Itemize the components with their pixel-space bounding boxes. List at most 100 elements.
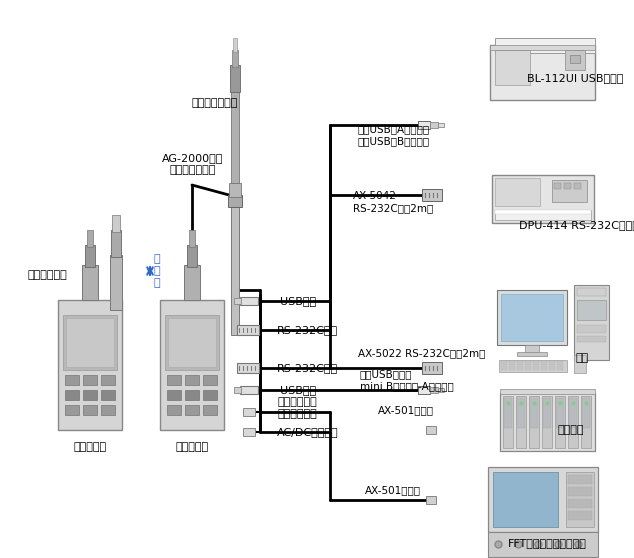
Bar xyxy=(549,366,555,370)
Bar xyxy=(111,230,121,257)
Text: 市售USB连接线
mini B（插头）-A（插头）: 市售USB连接线 mini B（插头）-A（插头） xyxy=(360,369,454,391)
Bar xyxy=(240,386,258,394)
Bar xyxy=(495,50,530,85)
Text: BL-112UI USB打印机: BL-112UI USB打印机 xyxy=(527,73,623,83)
Bar xyxy=(422,362,442,374)
Bar xyxy=(577,288,606,296)
Text: AX-5042
RS-232C线（2m）: AX-5042 RS-232C线（2m） xyxy=(353,191,433,213)
Bar xyxy=(167,405,181,415)
Bar xyxy=(187,245,197,267)
Bar xyxy=(517,352,547,356)
Text: AC/DC输出端子: AC/DC输出端子 xyxy=(277,427,339,437)
Bar xyxy=(203,390,217,400)
Bar xyxy=(574,183,581,189)
Text: AG-2000系列
麦克风用延长线: AG-2000系列 麦克风用延长线 xyxy=(162,153,224,175)
Bar xyxy=(232,50,238,67)
Bar xyxy=(101,375,115,385)
Bar xyxy=(233,38,237,52)
Bar xyxy=(492,175,594,223)
Bar xyxy=(167,390,181,400)
Bar xyxy=(525,366,531,370)
Bar xyxy=(501,361,507,365)
Bar xyxy=(495,178,540,206)
Bar xyxy=(110,255,122,310)
Bar xyxy=(189,230,195,247)
Bar xyxy=(570,55,580,63)
Text: USB接口: USB接口 xyxy=(280,296,316,306)
Bar xyxy=(63,315,117,370)
Bar xyxy=(83,375,97,385)
Bar xyxy=(231,90,239,183)
Text: FFT分析器，数据记录仪: FFT分析器，数据记录仪 xyxy=(508,538,587,548)
Bar xyxy=(234,387,241,393)
Bar xyxy=(65,405,79,415)
Bar xyxy=(516,396,526,448)
Bar xyxy=(549,361,555,365)
Bar xyxy=(529,396,539,448)
Bar xyxy=(568,499,592,508)
Bar xyxy=(557,366,563,370)
Bar xyxy=(101,390,115,400)
Text: 电脑: 电脑 xyxy=(576,353,589,363)
Bar xyxy=(564,183,571,189)
Bar xyxy=(426,426,436,434)
Bar xyxy=(533,361,539,365)
Text: 市售USB线A（插头）
市售USB线B（插头）: 市售USB线A（插头） 市售USB线B（插头） xyxy=(358,124,430,146)
Bar xyxy=(493,472,558,527)
Bar xyxy=(501,294,563,341)
Bar xyxy=(185,375,199,385)
Bar xyxy=(495,38,595,53)
Bar xyxy=(577,325,606,333)
Bar xyxy=(503,396,513,448)
Text: 编程器等: 编程器等 xyxy=(558,425,585,435)
Bar xyxy=(185,390,199,400)
Bar xyxy=(569,398,577,428)
Bar xyxy=(228,195,242,207)
Bar xyxy=(574,355,586,373)
Bar xyxy=(504,398,512,428)
Text: 噪声计的麦克风: 噪声计的麦克风 xyxy=(192,98,238,108)
Bar xyxy=(500,393,595,451)
Bar xyxy=(566,472,594,527)
Bar xyxy=(488,532,598,557)
Bar xyxy=(554,183,561,189)
Bar xyxy=(438,388,444,392)
Bar xyxy=(556,398,564,428)
Bar xyxy=(160,300,224,430)
Bar xyxy=(430,122,438,128)
Bar xyxy=(58,300,122,430)
Bar xyxy=(582,398,590,428)
Text: AX-501输出线: AX-501输出线 xyxy=(365,485,421,495)
Bar xyxy=(557,361,563,365)
Bar xyxy=(568,511,592,520)
Bar xyxy=(66,318,114,367)
Bar xyxy=(577,336,606,342)
Bar xyxy=(240,297,258,305)
Bar xyxy=(533,366,539,370)
Bar xyxy=(488,467,598,532)
Text: USB接口: USB接口 xyxy=(280,385,316,395)
Bar xyxy=(418,386,430,394)
Bar xyxy=(430,387,438,393)
Bar xyxy=(230,65,240,92)
Bar xyxy=(165,315,219,370)
Bar xyxy=(565,50,585,70)
Bar xyxy=(237,325,259,335)
Bar xyxy=(517,361,523,365)
Bar xyxy=(495,210,591,220)
Bar xyxy=(500,389,595,394)
Bar xyxy=(65,375,79,385)
Text: RS-232C端子: RS-232C端子 xyxy=(277,363,338,373)
Bar xyxy=(65,390,79,400)
Bar xyxy=(574,285,609,360)
Bar xyxy=(83,390,97,400)
Bar xyxy=(82,265,98,300)
Text: RS-232C端子: RS-232C端子 xyxy=(277,325,338,335)
Text: 噪声计本体: 噪声计本体 xyxy=(74,442,107,452)
Text: 可
分
开: 可 分 开 xyxy=(153,254,160,287)
Bar xyxy=(543,398,551,428)
Bar xyxy=(497,290,567,345)
Bar xyxy=(185,405,199,415)
Bar xyxy=(426,496,436,504)
Bar xyxy=(237,363,259,373)
